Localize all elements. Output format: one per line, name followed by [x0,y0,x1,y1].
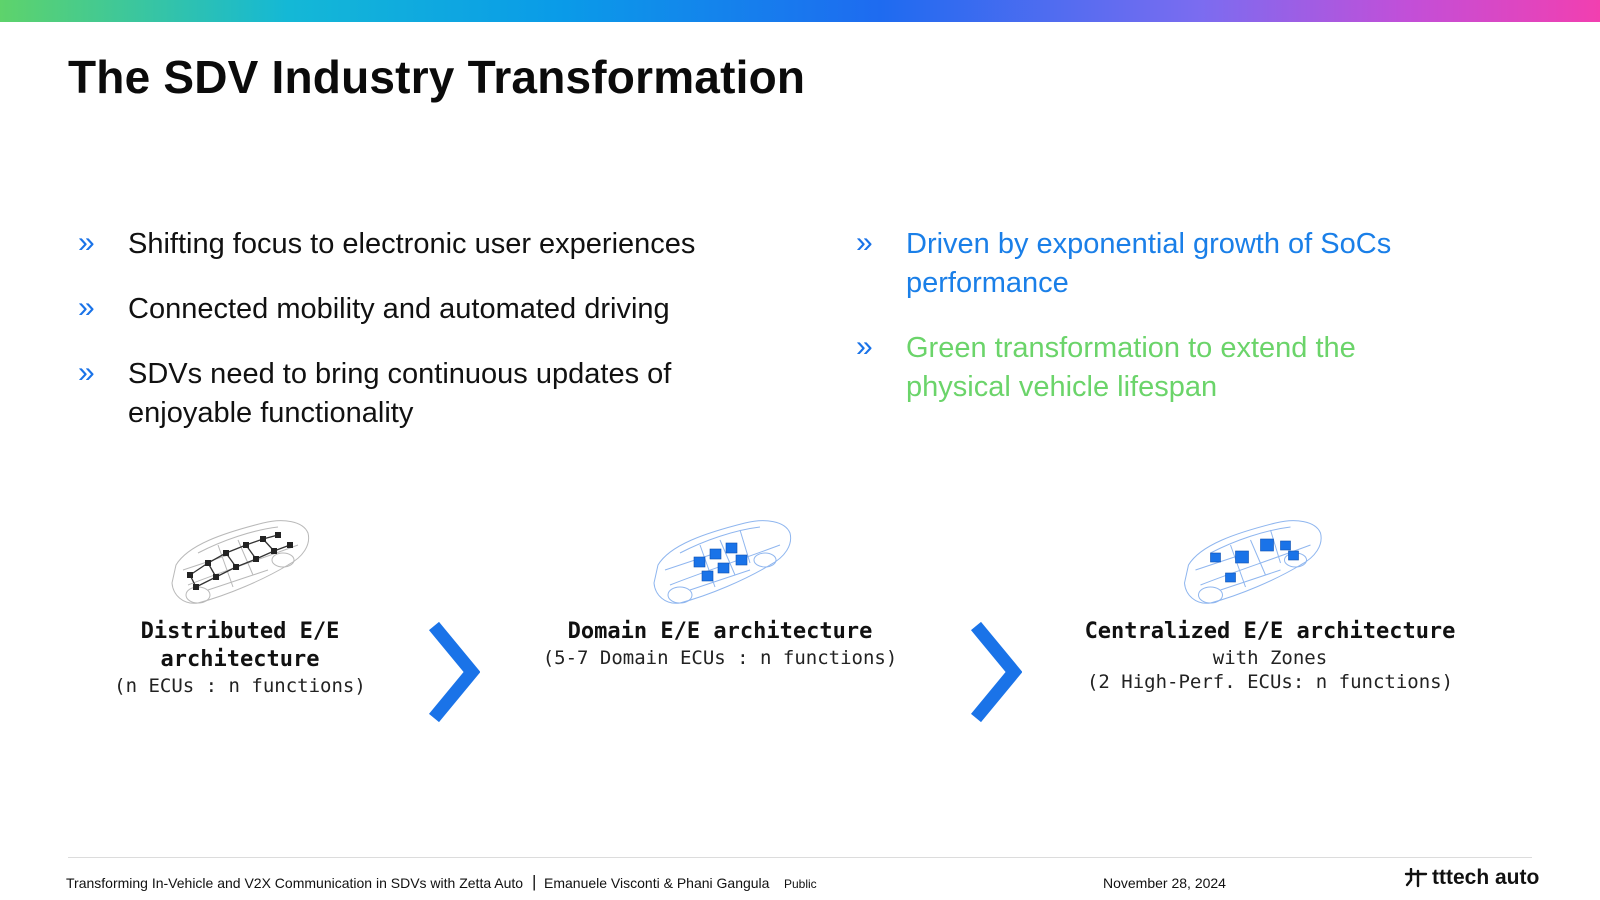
double-chevron-right-icon: » [78,226,95,259]
left-bullet-list: » Shifting focus to electronic user expe… [78,225,758,459]
car-domain-image [653,520,792,604]
top-gradient-bar [0,0,1600,22]
slide-title: The SDV Industry Transformation [68,51,806,103]
car-centralized-image [1183,520,1322,604]
centralized-architecture-label: Centralized E/E architecture with Zones … [1070,618,1470,694]
chevron-right-icon [428,621,480,723]
architecture-title: Domain E/E architecture [567,619,873,644]
bullet-text: SDVs need to bring continuous updates of… [128,358,672,429]
chevron-right-icon [970,621,1022,723]
bullet-item: » Shifting focus to electronic user expe… [78,225,758,264]
footer-authors: Emanuele Visconti & Phani Gangula [544,875,770,891]
bullet-item: » Green transformation to extend the phy… [856,329,1416,407]
bullet-text: Green transformation to extend the physi… [906,332,1356,403]
company-logo: tttech auto [1404,866,1539,890]
footer-separator: | [532,872,537,891]
distributed-architecture-label: Distributed E/E architecture (n ECUs : n… [90,618,390,698]
car-distributed-image [171,520,310,604]
bullet-text: Shifting focus to electronic user experi… [128,228,696,260]
right-bullet-list: » Driven by exponential growth of SoCs p… [856,225,1496,433]
double-chevron-right-icon: » [78,356,95,389]
double-chevron-right-icon: » [856,330,873,363]
bullet-text: Driven by exponential growth of SoCs per… [906,228,1392,299]
footer-classification: Public [784,877,817,891]
bullet-item: » Connected mobility and automated drivi… [78,290,758,329]
architecture-subtitle: (5-7 Domain ECUs : n functions) [542,647,898,669]
logo-text: tttech auto [1432,866,1540,889]
double-chevron-right-icon: » [78,291,95,324]
double-chevron-right-icon: » [856,226,873,259]
footer-date: November 28, 2024 [1103,875,1226,891]
bullet-item: » SDVs need to bring continuous updates … [78,355,728,433]
bullet-text: Connected mobility and automated driving [128,293,670,325]
footer-presentation-title: Transforming In-Vehicle and V2X Communic… [66,875,524,891]
architecture-subtitle: with Zones [1212,647,1328,669]
architecture-subtitle: (2 High-Perf. ECUs: n functions) [1086,671,1454,693]
bullet-item: » Driven by exponential growth of SoCs p… [856,225,1446,303]
architecture-title: Centralized E/E architecture [1084,619,1456,644]
architecture-title: Distributed E/E architecture [140,619,340,672]
architecture-subtitle: (n ECUs : n functions) [114,675,366,697]
domain-architecture-label: Domain E/E architecture (5-7 Domain ECUs… [520,618,920,670]
tttech-logo-icon [1404,868,1428,888]
footer-divider [68,857,1532,858]
